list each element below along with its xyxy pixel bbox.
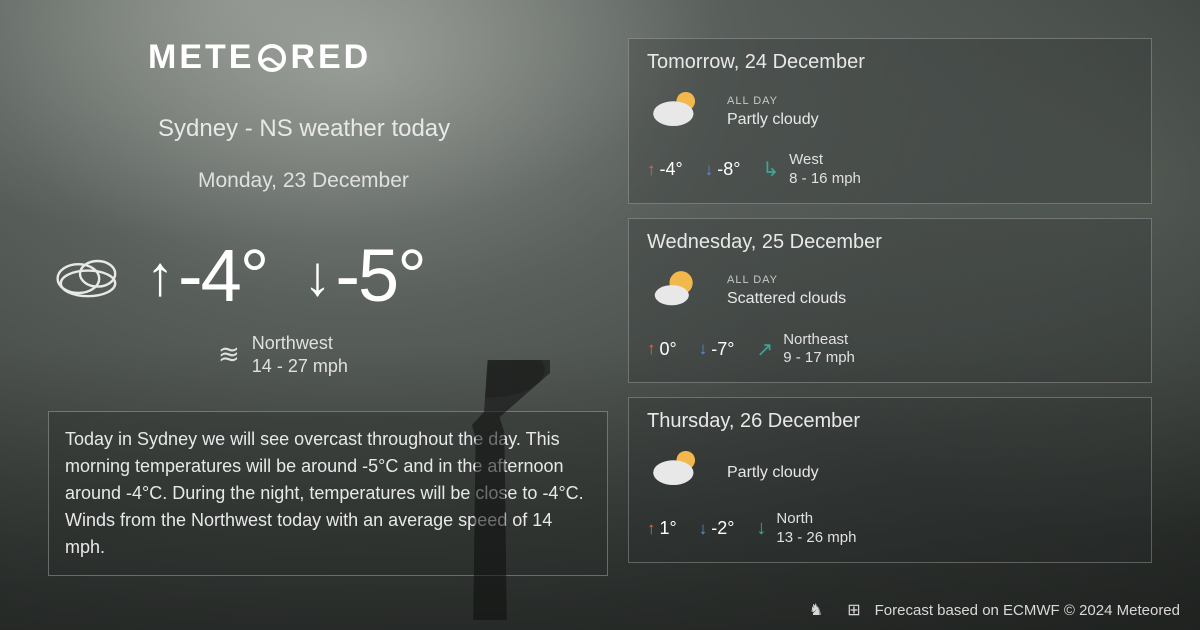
arrow-down-icon: ↓ [303,243,329,308]
partly-cloudy-icon [647,84,709,139]
forecast-wind-dir: West [789,151,861,170]
footer-text: Forecast based on ECMWF © 2024 Meteored [875,602,1180,619]
forecast-high: 0° [660,339,677,360]
forecast-title: Tomorrow, 24 December [647,51,1133,74]
forecast-condition: Partly cloudy [727,111,819,129]
forecast-low: -7° [711,339,734,360]
today-main-row: ↑ -4° ↓ -5° [48,233,608,318]
forecast-card[interactable]: Thursday, 26 December Partly cloudy ↑1° … [628,397,1152,563]
forecast-high: -4° [660,159,683,180]
today-wind: ≋ Northwest 14 - 27 mph [218,332,608,377]
wind-icon: ≋ [218,339,240,370]
forecast-low: -2° [711,518,734,539]
brand-logo-icon [256,42,288,74]
today-low-value: -5° [335,233,424,318]
forecast-condition: Scattered clouds [727,290,846,308]
forecast-column: Tomorrow, 24 December ALL DAY Partly clo… [608,38,1152,630]
wind-dir-icon: ↳ [762,157,779,182]
forecast-high: 1° [660,518,677,539]
cloudy-icon [48,243,128,308]
partly-cloudy-icon [647,443,709,498]
arrow-up-icon: ↑ [647,160,656,180]
wind-dir-icon: ↓ [756,517,766,540]
arrow-up-icon: ↑ [146,243,172,308]
android-icon[interactable]: ♞ [809,600,823,620]
forecast-wind-speed: 13 - 26 mph [776,529,856,548]
today-date: Monday, 23 December [198,169,608,193]
forecast-wind-dir: North [776,510,856,529]
forecast-period: ALL DAY [727,95,819,107]
brand-text-1: METE [148,38,254,77]
forecast-card[interactable]: Tomorrow, 24 December ALL DAY Partly clo… [628,38,1152,204]
arrow-down-icon: ↓ [705,160,714,180]
location-title: Sydney - NS weather today [158,115,608,143]
wind-dir-icon: ↗ [756,337,773,362]
today-wind-speed: 14 - 27 mph [252,355,348,378]
forecast-wind-speed: 8 - 16 mph [789,170,861,189]
arrow-down-icon: ↓ [699,519,708,539]
arrow-down-icon: ↓ [699,339,708,359]
forecast-wind-speed: 9 - 17 mph [783,349,855,368]
arrow-up-icon: ↑ [647,519,656,539]
forecast-low: -8° [717,159,740,180]
today-summary: Today in Sydney we will see overcast thr… [48,411,608,576]
forecast-wind-dir: Northeast [783,331,855,350]
today-wind-dir: Northwest [252,332,348,355]
forecast-condition: Partly cloudy [727,464,819,482]
windows-icon[interactable]: ⊞ [847,600,860,620]
brand-text-2: RED [290,38,371,77]
forecast-card[interactable]: Wednesday, 25 December ALL DAY Scattered… [628,218,1152,384]
brand-logo: METE RED [148,38,608,77]
forecast-period: ALL DAY [727,274,846,286]
today-high-value: -4° [178,233,267,318]
today-low: ↓ -5° [303,233,424,318]
today-high: ↑ -4° [146,233,267,318]
forecast-title: Thursday, 26 December [647,410,1133,433]
footer: ♞ ⊞ Forecast based on ECMWF © 2024 Meteo… [809,600,1180,620]
arrow-up-icon: ↑ [647,339,656,359]
forecast-title: Wednesday, 25 December [647,231,1133,254]
scattered-clouds-icon [647,264,709,319]
